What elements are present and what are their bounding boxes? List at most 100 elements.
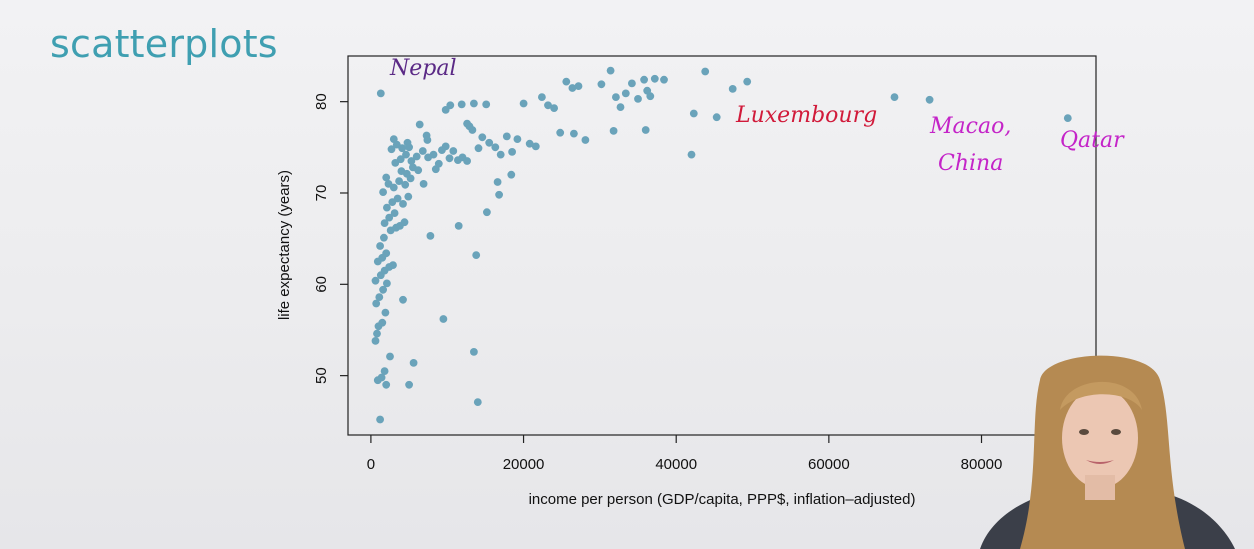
data-point xyxy=(372,299,381,308)
x-axis: 0 20000 40000 60000 80000 xyxy=(367,435,1003,473)
data-point xyxy=(380,219,389,228)
data-point xyxy=(463,157,471,165)
data-point xyxy=(389,135,398,144)
annotation-qatar: Qatar xyxy=(1060,128,1125,153)
data-point xyxy=(538,93,546,101)
data-point xyxy=(380,233,388,242)
data-point xyxy=(496,150,505,159)
data-point xyxy=(508,148,516,156)
y-tick-label: 80 xyxy=(313,93,330,110)
data-point xyxy=(387,145,396,154)
data-point xyxy=(650,74,659,83)
data-points xyxy=(371,66,1072,424)
data-point xyxy=(472,251,481,259)
data-point xyxy=(621,89,630,98)
data-point xyxy=(470,348,478,356)
data-point xyxy=(402,150,410,159)
data-point xyxy=(381,308,390,317)
data-point xyxy=(519,99,528,108)
data-point xyxy=(641,126,650,134)
data-point xyxy=(429,150,438,159)
data-point xyxy=(687,150,696,159)
data-point xyxy=(385,213,394,222)
x-tick-label: 20000 xyxy=(503,456,545,473)
data-point xyxy=(383,203,391,212)
data-point xyxy=(382,249,391,258)
data-point xyxy=(399,200,407,208)
presenter-video-overlay xyxy=(980,355,1235,549)
data-point xyxy=(376,242,384,250)
data-point xyxy=(405,143,413,152)
x-tick-label: 40000 xyxy=(655,456,697,473)
data-point xyxy=(439,315,448,323)
y-axis: 50 60 70 80 xyxy=(313,93,348,384)
data-point xyxy=(379,285,387,294)
data-point xyxy=(701,67,710,76)
y-tick-label: 60 xyxy=(313,276,330,293)
data-point xyxy=(407,157,416,165)
data-point xyxy=(371,276,380,285)
data-point xyxy=(457,100,466,109)
annotation-china: China xyxy=(938,151,1003,176)
data-point xyxy=(399,295,407,304)
data-point xyxy=(415,120,424,129)
data-point xyxy=(493,178,502,186)
data-point xyxy=(581,136,590,144)
data-point xyxy=(373,329,381,338)
data-point xyxy=(890,93,899,101)
data-point xyxy=(376,415,384,424)
data-point xyxy=(550,104,558,112)
data-point xyxy=(389,261,397,269)
data-point xyxy=(568,84,577,92)
data-point xyxy=(390,209,399,218)
data-point xyxy=(393,194,402,203)
data-point xyxy=(612,93,620,101)
data-point xyxy=(468,126,477,134)
data-point xyxy=(398,144,407,153)
data-point xyxy=(660,75,668,84)
data-point xyxy=(728,85,737,93)
data-point xyxy=(597,80,606,89)
data-point xyxy=(423,136,432,144)
data-point xyxy=(513,135,522,144)
annotation-nepal: Nepal xyxy=(389,56,457,81)
data-point xyxy=(507,170,516,179)
y-tick-label: 50 xyxy=(313,367,330,384)
data-point xyxy=(925,95,934,104)
data-point xyxy=(606,66,615,75)
data-point xyxy=(616,103,625,111)
data-point xyxy=(380,367,389,375)
data-point xyxy=(570,129,578,138)
annotations: Nepal Luxembourg Macao, China Qatar xyxy=(389,56,1125,176)
data-point xyxy=(474,144,483,153)
x-tick-label: 80000 xyxy=(961,456,1003,473)
data-point xyxy=(525,139,534,148)
data-point xyxy=(441,142,450,151)
data-point xyxy=(628,79,636,88)
data-point xyxy=(463,119,471,128)
data-point xyxy=(562,77,571,86)
slide-title: scatterplots xyxy=(50,22,278,66)
data-point xyxy=(689,109,698,118)
data-point xyxy=(395,177,403,186)
data-point xyxy=(401,180,410,189)
data-point xyxy=(470,99,478,108)
data-point xyxy=(491,143,500,152)
data-point xyxy=(640,75,648,84)
data-point xyxy=(419,180,428,188)
data-point xyxy=(376,89,385,98)
data-point xyxy=(383,279,391,288)
data-point xyxy=(377,373,386,382)
data-point xyxy=(405,380,413,389)
data-point xyxy=(574,82,583,90)
data-point xyxy=(400,218,409,227)
data-point xyxy=(412,152,421,161)
data-point xyxy=(402,169,411,178)
data-point xyxy=(409,359,418,367)
x-tick-label: 60000 xyxy=(808,456,850,473)
y-axis-title: life expectancy (years) xyxy=(276,170,293,320)
data-point xyxy=(375,293,384,301)
data-point xyxy=(396,155,405,164)
data-point xyxy=(426,232,435,240)
